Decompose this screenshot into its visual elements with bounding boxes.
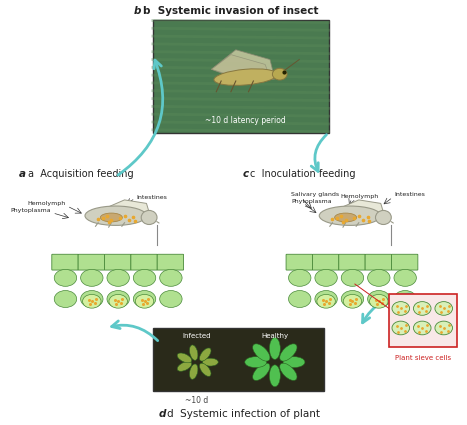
Polygon shape: [333, 200, 383, 212]
FancyBboxPatch shape: [389, 294, 457, 348]
Ellipse shape: [315, 269, 337, 286]
Ellipse shape: [435, 302, 453, 315]
Ellipse shape: [160, 291, 182, 307]
FancyBboxPatch shape: [312, 254, 339, 270]
Text: Intestines: Intestines: [136, 195, 167, 200]
Ellipse shape: [392, 302, 410, 315]
FancyBboxPatch shape: [131, 254, 157, 270]
FancyBboxPatch shape: [78, 254, 105, 270]
Ellipse shape: [203, 358, 218, 366]
Text: a: a: [19, 169, 26, 179]
Ellipse shape: [280, 344, 297, 361]
FancyBboxPatch shape: [391, 254, 418, 270]
FancyBboxPatch shape: [52, 254, 78, 270]
Ellipse shape: [317, 295, 335, 308]
Text: Phytoplasma: Phytoplasma: [291, 198, 332, 204]
Ellipse shape: [319, 206, 381, 225]
Ellipse shape: [368, 291, 390, 307]
Ellipse shape: [413, 321, 431, 335]
Ellipse shape: [141, 210, 157, 224]
Ellipse shape: [190, 345, 198, 360]
Polygon shape: [212, 55, 270, 80]
Ellipse shape: [133, 291, 156, 307]
FancyBboxPatch shape: [157, 254, 184, 270]
Bar: [153, 328, 324, 391]
FancyBboxPatch shape: [286, 254, 312, 270]
Text: a  Acquisition feeding: a Acquisition feeding: [28, 169, 134, 179]
Ellipse shape: [343, 295, 361, 308]
Ellipse shape: [369, 295, 388, 308]
Ellipse shape: [289, 269, 311, 286]
Ellipse shape: [253, 363, 270, 380]
Ellipse shape: [253, 344, 270, 361]
Ellipse shape: [394, 269, 417, 286]
FancyBboxPatch shape: [339, 254, 365, 270]
Ellipse shape: [107, 269, 129, 286]
Ellipse shape: [394, 291, 417, 307]
FancyBboxPatch shape: [105, 254, 131, 270]
Bar: [153, 20, 329, 133]
Ellipse shape: [190, 364, 198, 380]
Ellipse shape: [100, 213, 122, 222]
Ellipse shape: [413, 302, 431, 315]
Ellipse shape: [283, 357, 305, 368]
Ellipse shape: [177, 362, 191, 371]
Text: Healthy: Healthy: [261, 333, 289, 339]
Ellipse shape: [269, 337, 280, 360]
Text: b  Systemic invasion of insect: b Systemic invasion of insect: [143, 6, 318, 16]
Text: c  Inoculation feeding: c Inoculation feeding: [250, 169, 356, 179]
Text: d: d: [158, 409, 165, 419]
Text: b: b: [134, 6, 141, 16]
Ellipse shape: [135, 295, 154, 308]
Ellipse shape: [109, 295, 127, 308]
Ellipse shape: [133, 269, 156, 286]
Ellipse shape: [280, 363, 297, 380]
Polygon shape: [212, 50, 275, 82]
Text: Hemolymph: Hemolymph: [340, 194, 378, 198]
Ellipse shape: [199, 363, 211, 377]
FancyBboxPatch shape: [365, 254, 391, 270]
Ellipse shape: [375, 210, 391, 224]
Ellipse shape: [83, 295, 101, 308]
Ellipse shape: [341, 269, 364, 286]
Polygon shape: [98, 200, 149, 212]
Ellipse shape: [341, 291, 364, 307]
Ellipse shape: [335, 213, 357, 222]
Ellipse shape: [54, 291, 77, 307]
Ellipse shape: [435, 321, 453, 335]
Ellipse shape: [85, 206, 147, 225]
Ellipse shape: [107, 291, 129, 307]
Ellipse shape: [199, 348, 211, 361]
Text: d  Systemic infection of plant: d Systemic infection of plant: [168, 409, 320, 419]
Ellipse shape: [368, 269, 390, 286]
Ellipse shape: [245, 357, 267, 368]
Text: ~10 d latency period: ~10 d latency period: [205, 116, 286, 125]
Ellipse shape: [272, 68, 287, 80]
Text: Infected: Infected: [183, 333, 211, 339]
Text: Hemolymph: Hemolymph: [28, 201, 66, 207]
Ellipse shape: [214, 69, 277, 85]
Ellipse shape: [81, 291, 103, 307]
Ellipse shape: [289, 291, 311, 307]
Text: Salivary glands: Salivary glands: [291, 192, 340, 197]
Ellipse shape: [160, 269, 182, 286]
Text: Phytoplasma: Phytoplasma: [11, 208, 51, 213]
Ellipse shape: [177, 353, 191, 363]
Ellipse shape: [54, 269, 77, 286]
Ellipse shape: [315, 291, 337, 307]
Text: Intestines: Intestines: [394, 192, 425, 197]
Text: c: c: [242, 169, 248, 179]
Ellipse shape: [81, 269, 103, 286]
Text: ~10 d: ~10 d: [185, 396, 208, 405]
Text: Plant sieve cells: Plant sieve cells: [395, 355, 451, 361]
Ellipse shape: [392, 321, 410, 335]
Ellipse shape: [269, 365, 280, 387]
